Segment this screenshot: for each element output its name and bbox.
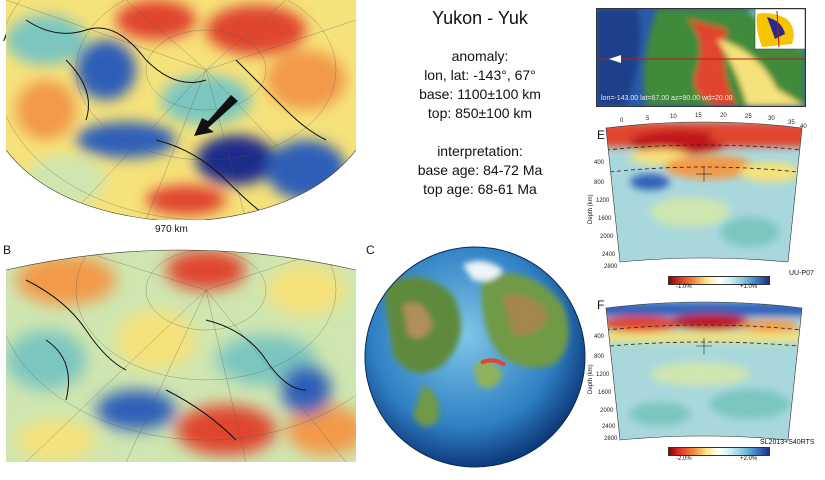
e-x-tick: 20 [720, 113, 727, 119]
interpretation-base-age: base age: 84-72 Ma [417, 162, 543, 178]
f-model-label: SL2013+S40RTS [760, 439, 815, 446]
e-depth-label: Depth (km) [588, 194, 594, 224]
anomaly-heading: anomaly: [451, 48, 509, 64]
anomaly-location: lon, lat: -143°, 67° [424, 67, 536, 83]
cross-section-e: 0 5 10 15 20 25 30 35 40 400 800 1200 16… [588, 112, 808, 272]
e-colorbar [668, 276, 770, 285]
e-depth-tick: 2400 [602, 252, 616, 258]
panel-label-c: C [366, 243, 375, 257]
globe-panel [363, 245, 588, 470]
section-f-svg [605, 301, 803, 441]
panel-label-b: B [3, 243, 12, 257]
e-colorbar-min: -1.0% [676, 284, 692, 290]
e-depth-tick: 2800 [604, 264, 618, 270]
e-x-tick: 25 [745, 114, 752, 120]
f-depth-tick: 400 [594, 334, 605, 340]
page-title: Yukon - Yuk [432, 8, 528, 28]
globe-svg [364, 246, 586, 468]
e-x-tick: 5 [646, 116, 650, 122]
panel-label-e: E [597, 128, 606, 142]
tomography-map-a [6, 0, 356, 220]
map-b-svg [6, 249, 356, 462]
inset-caption: lon=-143.00 lat=67.00 az=90.00 wd=20.00 [601, 95, 733, 102]
section-arrow [609, 55, 621, 63]
f-depth-tick: 2000 [600, 408, 614, 414]
cross-section-f: 400 800 1200 1600 2000 2400 2800 Depth (… [588, 294, 808, 444]
f-depth-tick: 1200 [596, 372, 610, 378]
f-depth-tick: 1600 [598, 390, 612, 396]
e-depth-tick: 400 [594, 160, 605, 166]
scale-bar-label: 970 km [155, 224, 188, 235]
globe-anomaly-highlight [480, 358, 507, 367]
f-depth-tick: 2400 [602, 424, 616, 430]
tomography-map-b [6, 240, 356, 462]
anomaly-base: base: 1100±100 km [419, 86, 541, 102]
section-e-svg [605, 121, 803, 263]
f-colorbar [668, 447, 770, 456]
e-x-tick: 35 [788, 120, 795, 126]
e-colorbar-max: +1.0% [740, 284, 758, 290]
f-colorbar-max: +2.0% [740, 456, 758, 462]
e-depth-tick: 1200 [596, 198, 610, 204]
f-depth-label: Depth (km) [588, 364, 594, 394]
map-a-svg [6, 0, 356, 220]
anomaly-top: top: 850±100 km [427, 105, 533, 121]
panel-label-f: F [597, 298, 605, 312]
e-x-tick: 10 [670, 114, 677, 120]
e-depth-tick: 1600 [598, 216, 612, 222]
anomaly-arrow [194, 95, 238, 136]
e-depth-tick: 800 [594, 180, 605, 186]
e-x-tick: 40 [800, 124, 807, 130]
interpretation-top-age: top age: 68-61 Ma [423, 181, 537, 197]
inset-cross-section-map: lon=-143.00 lat=67.00 az=90.00 wd=20.00 [596, 8, 806, 107]
f-depth-tick: 2800 [604, 436, 618, 442]
e-x-tick: 30 [768, 116, 775, 122]
e-x-tick: 15 [695, 113, 702, 119]
e-depth-tick: 2000 [600, 234, 614, 240]
f-depth-tick: 800 [594, 354, 605, 360]
inset-svg [597, 9, 805, 106]
e-model-label: UU-P07 [789, 270, 814, 277]
f-colorbar-min: -2.0% [676, 456, 692, 462]
interpretation-heading: interpretation: [437, 143, 523, 159]
e-x-tick: 0 [620, 118, 624, 124]
